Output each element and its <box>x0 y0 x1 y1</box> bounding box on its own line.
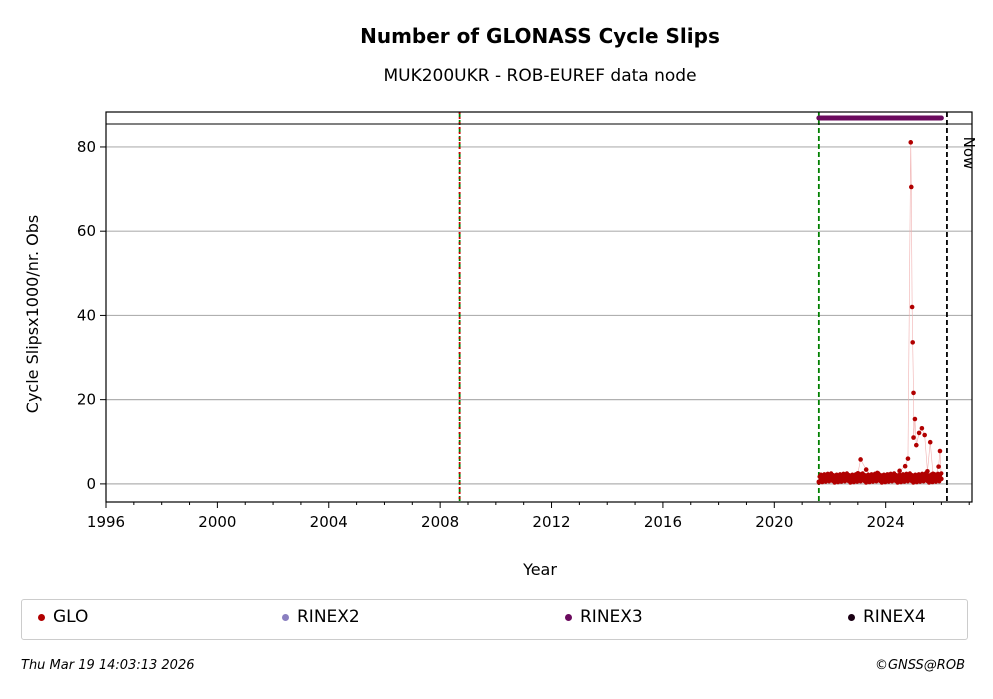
glo-point <box>937 448 943 454</box>
glo-point <box>911 390 916 396</box>
legend-marker-rinex4 <box>848 613 855 621</box>
x-tick-label: 1996 <box>87 513 125 531</box>
glo-point <box>897 468 902 474</box>
y-tick-label: 0 <box>86 475 96 493</box>
cycle-slips-chart: Number of GLONASS Cycle Slips MUK200UKR … <box>23 24 978 579</box>
vertical-markers <box>458 112 948 502</box>
glo-point <box>908 184 914 190</box>
legend-item-glo: GLO <box>38 607 88 627</box>
legend-label-rinex3: RINEX3 <box>580 607 643 627</box>
x-tick-label: 2016 <box>644 513 682 531</box>
glo-point <box>927 439 933 445</box>
glo-point <box>905 456 911 461</box>
y-tick-label: 60 <box>77 222 96 240</box>
legend-item-rinex2: RINEX2 <box>282 607 360 627</box>
glo-point <box>909 304 915 310</box>
plot-frame <box>105 111 973 503</box>
legend-label-rinex2: RINEX2 <box>297 607 360 627</box>
y-tick-label: 80 <box>77 138 96 156</box>
glo-point <box>902 463 908 469</box>
legend-item-rinex4: RINEX4 <box>848 607 926 627</box>
footer-copyright: ©GNSS@ROB <box>874 658 965 673</box>
now-label: Now <box>960 137 978 170</box>
x-tick-label: 2020 <box>755 513 793 531</box>
glo-point <box>910 340 915 345</box>
legend-label-glo: GLO <box>53 607 89 627</box>
glo-point <box>936 464 941 469</box>
glo-point <box>916 430 922 436</box>
glo-point <box>908 140 914 145</box>
glo-point <box>939 471 944 476</box>
chart-subtitle: MUK200UKR - ROB-EUREF data node <box>383 66 696 86</box>
legend-marker-rinex3 <box>565 613 572 621</box>
legend: GLO RINEX2 RINEX3 RINEX4 <box>21 599 968 640</box>
x-tick-label: 2000 <box>198 513 236 531</box>
chart-title: Number of GLONASS Cycle Slips <box>360 24 720 48</box>
x-tick-label: 2024 <box>867 513 905 531</box>
glo-point <box>919 425 925 431</box>
glo-series-line <box>818 142 942 483</box>
footer-timestamp: Thu Mar 19 14:03:13 2026 <box>21 658 195 673</box>
axes: 0 20 40 60 80 1996 2000 2004 2008 2012 2016 2020 202… <box>77 111 973 531</box>
y-tick-label: 40 <box>77 306 96 324</box>
grid-lines <box>106 146 972 485</box>
x-tick-label: 2004 <box>310 513 348 531</box>
glo-point <box>911 435 916 440</box>
x-tick-label: 2012 <box>532 513 570 531</box>
glo-point <box>914 442 919 448</box>
legend-marker-glo <box>38 613 45 621</box>
glo-point <box>938 477 943 482</box>
legend-item-rinex3: RINEX3 <box>565 607 643 627</box>
glo-point <box>922 432 927 438</box>
y-axis-label: Cycle Slipsx1000/nr. Obs <box>23 215 42 413</box>
glo-point <box>912 416 918 422</box>
data-points <box>816 115 944 485</box>
y-tick-label: 20 <box>77 391 96 409</box>
glo-point <box>863 467 869 472</box>
x-axis-label: Year <box>522 560 557 579</box>
legend-label-rinex4: RINEX4 <box>863 607 926 627</box>
x-tick-label: 2008 <box>421 513 459 531</box>
legend-marker-rinex2 <box>282 613 289 621</box>
glo-point <box>858 457 863 462</box>
